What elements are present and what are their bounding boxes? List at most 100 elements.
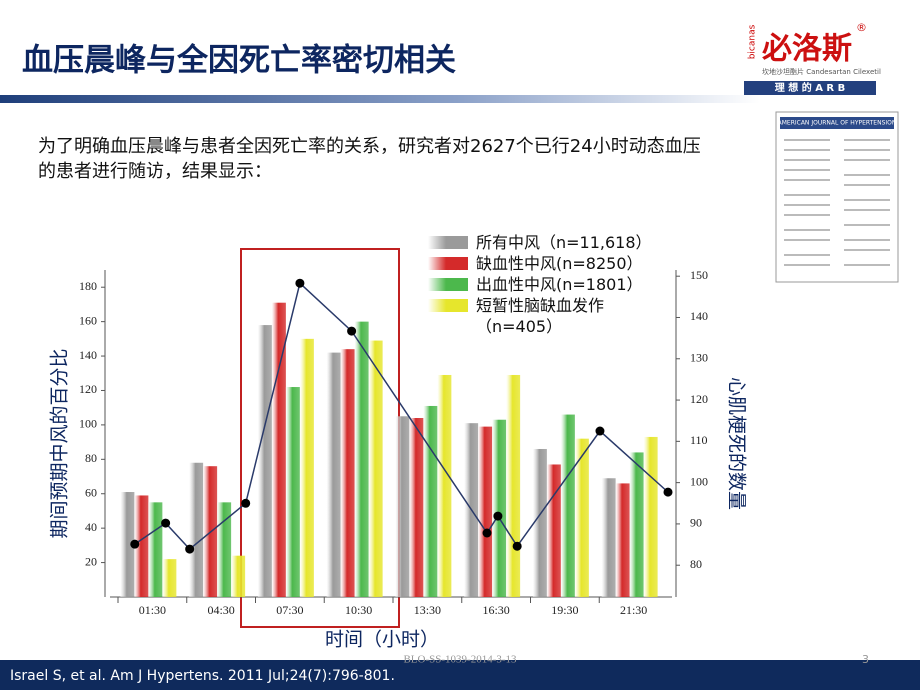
bar: [395, 416, 410, 597]
bar: [492, 419, 507, 597]
slide-title: 血压晨峰与全因死亡率密切相关: [22, 43, 456, 79]
legend-label: 短暂性脑缺血发作（n=405）: [476, 296, 605, 336]
x-tick-label: 19:30: [551, 603, 578, 617]
logo-subtitle: 坎地沙坦酯片 Candesartan Cilexetil: [762, 67, 881, 76]
bar: [546, 464, 561, 597]
bar: [271, 302, 286, 597]
bar: [285, 387, 300, 597]
y2-tick-label: 80: [690, 557, 702, 571]
bar: [560, 414, 575, 597]
legend-swatch: [428, 299, 468, 312]
y2-axis-title: 心肌梗死的数量: [726, 377, 748, 510]
bar: [257, 325, 272, 597]
header-bar: [0, 95, 760, 103]
page-number: 3: [862, 653, 869, 666]
journal-title: AMERICAN JOURNAL OF HYPERTENSION: [778, 120, 897, 127]
legend-item: 所有中风（n=11,618）: [428, 232, 668, 253]
y-tick-label: 40: [85, 520, 97, 534]
y-tick-label: 60: [85, 485, 97, 499]
line-point: [185, 544, 195, 554]
bar: [162, 559, 177, 597]
citation: Israel S, et al. Am J Hypertens. 2011 Ju…: [10, 668, 395, 684]
y2-tick-label: 130: [690, 351, 708, 365]
bar: [120, 492, 135, 597]
line-point: [161, 518, 171, 528]
x-tick-label: 10:30: [345, 603, 372, 617]
bar: [601, 478, 616, 597]
y2-tick-label: 120: [690, 392, 708, 406]
legend-swatch: [428, 236, 468, 249]
bar: [148, 502, 163, 597]
doc-code: BLO-SS-1039-2014-3-13: [403, 654, 517, 666]
bar: [134, 495, 149, 597]
legend-label: 缺血性中风(n=8250）: [476, 254, 643, 273]
journal-cover: AMERICAN JOURNAL OF HYPERTENSION: [775, 111, 899, 283]
y2-tick-label: 90: [690, 516, 702, 530]
y-tick-label: 180: [79, 279, 97, 293]
bar: [354, 321, 369, 597]
logo-brand: 必洛斯: [762, 32, 852, 67]
legend-label: 出血性中风(n=1801）: [476, 275, 643, 294]
line-point: [347, 326, 357, 336]
y2-tick-label: 150: [690, 268, 708, 282]
legend-item: 出血性中风(n=1801）: [428, 274, 668, 295]
y-axis-title: 期间预期中风的百分比: [49, 348, 71, 538]
journal-frame: [775, 111, 899, 283]
y-tick-label: 80: [85, 451, 97, 465]
legend-item: 短暂性脑缺血发作（n=405）: [428, 295, 668, 337]
bar: [532, 448, 547, 597]
bar: [409, 418, 424, 597]
bar: [506, 374, 521, 597]
x-axis-title: 时间（小时）: [325, 629, 439, 651]
line-point: [595, 426, 605, 436]
x-tick-label: 07:30: [276, 603, 303, 617]
bar: [574, 438, 589, 597]
y2-tick-label: 100: [690, 474, 708, 488]
logo-vertical: bicanas: [748, 24, 758, 59]
bar: [340, 349, 355, 597]
x-tick-label: 01:30: [139, 603, 166, 617]
x-tick-label: 16:30: [482, 603, 509, 617]
y-tick-label: 120: [79, 382, 97, 396]
bar: [231, 555, 246, 597]
y-tick-label: 160: [79, 313, 97, 327]
bar: [299, 338, 314, 597]
intro-text: 为了明确血压晨峰与患者全因死亡率的关系，研究者对2627个已行24小时动态血压的…: [38, 136, 701, 182]
line-point: [241, 498, 251, 508]
bar: [478, 426, 493, 597]
line-point: [512, 541, 522, 551]
bar: [189, 462, 204, 597]
x-tick-label: 21:30: [620, 603, 647, 617]
legend-swatch: [428, 257, 468, 270]
y2-tick-label: 110: [690, 433, 708, 447]
legend-swatch: [428, 278, 468, 291]
journal-text-lines: [784, 139, 890, 266]
footer-bar: [0, 660, 920, 690]
logo-band: [744, 81, 876, 95]
x-tick-label: 04:30: [207, 603, 234, 617]
legend-item: 缺血性中风(n=8250）: [428, 253, 668, 274]
bar: [615, 483, 630, 597]
line-point: [493, 511, 503, 521]
y2-tick-label: 140: [690, 309, 708, 323]
logo-mark: ®: [856, 21, 867, 34]
bar: [437, 374, 452, 597]
bar: [643, 436, 658, 597]
legend: 所有中风（n=11,618） 缺血性中风(n=8250） 出血性中风(n=1801）…: [428, 232, 668, 337]
bar: [629, 452, 644, 597]
line-point: [130, 539, 140, 549]
legend-label: 所有中风（n=11,618）: [476, 233, 652, 252]
y-tick-label: 140: [79, 348, 97, 362]
logo-tagline: 理 想 的 A R B: [775, 81, 845, 94]
line-point: [295, 278, 305, 288]
bar: [423, 405, 438, 597]
line-point: [482, 528, 492, 538]
bar: [368, 340, 383, 597]
plot: 20 40 60 80 100 120 140 160 180 80 90 100 110 120 130 1…: [49, 268, 748, 651]
bar: [217, 502, 232, 597]
y-tick-label: 100: [79, 417, 97, 431]
bar: [326, 352, 341, 597]
journal-band: [780, 117, 894, 129]
